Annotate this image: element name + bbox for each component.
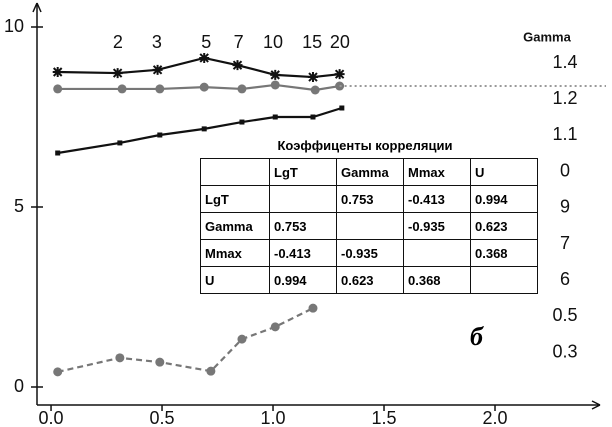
point (52, 67, 63, 77)
right-label: 0.3 (552, 341, 577, 361)
top-tick-label: 7 (234, 32, 244, 52)
point (334, 69, 345, 80)
table-cell: LgT (200, 185, 270, 213)
point (155, 357, 165, 367)
table-cell (269, 185, 337, 213)
y-tick-label: 5 (14, 196, 24, 216)
point (270, 69, 281, 80)
point (310, 85, 320, 95)
table-row: LgT Gamma Mmax U (200, 158, 538, 186)
point (310, 114, 316, 120)
table-row: LgT 0.753 -0.413 0.994 (200, 185, 538, 213)
x-tick-label: 0.5 (150, 408, 175, 427)
correlation-table: LgT Gamma Mmax U LgT 0.753 -0.413 0.994 Gamma 0.7… (200, 158, 538, 294)
table-cell: 0.623 (336, 266, 404, 294)
table-cell (200, 158, 270, 186)
y-axis-arrow (32, 2, 42, 13)
table-cell: Mmax (403, 158, 471, 186)
series-line (57, 307, 314, 373)
right-label: 6 (560, 269, 570, 289)
table-cell (336, 212, 404, 240)
series-line (57, 56, 340, 79)
point (115, 353, 125, 363)
top-tick-label: 20 (330, 32, 350, 52)
top-tick-label: 2 (113, 32, 123, 52)
table-cell: 0.753 (269, 212, 337, 240)
x-tick-label: 1.5 (371, 408, 396, 427)
table-cell: 0.623 (470, 212, 538, 240)
point (199, 82, 209, 92)
point (206, 366, 216, 376)
point (307, 72, 318, 83)
point (270, 80, 280, 90)
table-cell (403, 239, 471, 267)
x-axis-arrow (591, 400, 601, 410)
point (55, 150, 61, 156)
y-tick-label: 10 (4, 16, 24, 36)
right-label: 0 (560, 160, 570, 180)
right-title: Gamma (523, 29, 571, 44)
table-row: Gamma 0.753 -0.935 0.623 (200, 212, 538, 240)
table-cell: Gamma (336, 158, 404, 186)
table-row: U 0.994 0.623 0.368 (200, 266, 538, 294)
table-title: Коэффиценты корреляции (277, 138, 453, 153)
point (157, 132, 163, 138)
point (53, 84, 63, 94)
top-tick-label: 10 (263, 32, 283, 52)
table-cell: -0.413 (269, 239, 337, 267)
table-cell: Gamma (200, 212, 270, 240)
point (201, 126, 207, 132)
point (308, 303, 318, 313)
table-cell: 0.994 (269, 266, 337, 294)
table-cell: 0.994 (470, 185, 538, 213)
table-row: Mmax -0.413 -0.935 0.368 (200, 239, 538, 267)
table-cell: U (200, 266, 270, 294)
right-label: 9 (560, 197, 570, 217)
point (117, 140, 123, 146)
point (53, 367, 63, 377)
table-cell (470, 266, 538, 294)
panel-label: б (470, 322, 483, 351)
point (155, 84, 165, 94)
point (117, 84, 127, 94)
point (237, 84, 247, 94)
y-tick-label: 0 (14, 376, 24, 396)
point (199, 52, 210, 63)
table-cell: -0.935 (336, 239, 404, 267)
top-tick-label: 3 (152, 32, 162, 52)
x-tick-label: 1.0 (261, 408, 286, 427)
series-line (57, 83, 340, 92)
right-label: 1.1 (552, 124, 577, 144)
point (232, 60, 243, 71)
table-cell: 0.753 (336, 185, 404, 213)
table-cell: U (470, 158, 538, 186)
point (112, 68, 123, 79)
table-cell: -0.935 (403, 212, 471, 240)
top-tick-label: 5 (201, 32, 211, 52)
table-cell: -0.413 (403, 185, 471, 213)
table-cell: Mmax (200, 239, 270, 267)
point (270, 322, 280, 332)
series-line (57, 106, 343, 155)
point (239, 119, 245, 125)
x-tick-label: 2.0 (482, 408, 507, 427)
x-tick-label: 0.0 (39, 408, 64, 427)
point (272, 114, 278, 120)
right-label: 1.2 (552, 88, 577, 108)
point (152, 64, 163, 75)
point (339, 105, 345, 111)
right-label: 1.4 (552, 52, 577, 72)
table-cell: 0.368 (470, 239, 538, 267)
right-label: 0.5 (552, 305, 577, 325)
top-tick-label: 15 (302, 32, 322, 52)
right-label: 7 (560, 233, 570, 253)
table-cell: LgT (269, 158, 337, 186)
table-cell: 0.368 (403, 266, 471, 294)
point (237, 334, 247, 344)
